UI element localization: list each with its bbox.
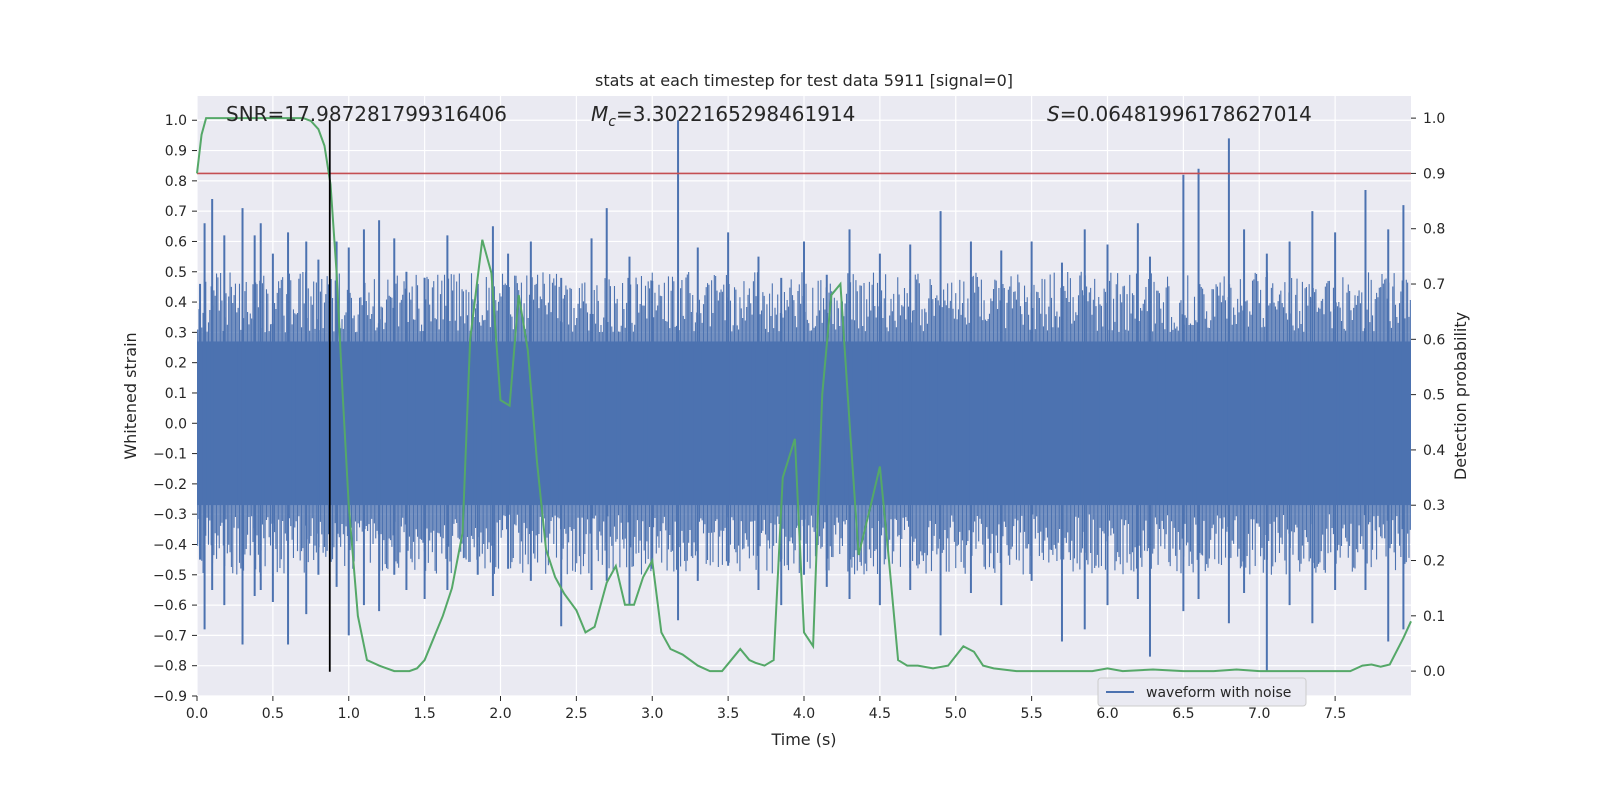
x-tick-label: 2.5 bbox=[565, 706, 587, 722]
y-tick-label: −0.1 bbox=[153, 447, 187, 463]
x-tick-label: 1.5 bbox=[413, 706, 435, 722]
chirp-mass-value: =3.3022165298461914 bbox=[616, 102, 855, 126]
s-annotation: S=0.06481996178627014 bbox=[1047, 102, 1312, 126]
y-right-tick-label: 0.7 bbox=[1423, 277, 1445, 293]
y-right-tick-label: 0.5 bbox=[1423, 388, 1445, 404]
x-tick-label: 3.5 bbox=[717, 706, 739, 722]
s-value: =0.06481996178627014 bbox=[1060, 102, 1312, 126]
y-tick-label: 0.1 bbox=[165, 386, 187, 402]
chirp-mass-subscript: c bbox=[608, 114, 616, 130]
x-axis-label: Time (s) bbox=[770, 730, 836, 749]
y-right-tick-label: 1.0 bbox=[1423, 111, 1445, 127]
y-right-tick-label: 0.0 bbox=[1423, 664, 1445, 680]
y-axis-label: Whitened strain bbox=[121, 332, 140, 459]
x-tick-label: 4.5 bbox=[869, 706, 891, 722]
y-tick-label: 0.7 bbox=[165, 204, 187, 220]
y-tick-label: 0.4 bbox=[165, 295, 187, 311]
y-tick-label: 0.0 bbox=[165, 416, 187, 432]
waveform-series bbox=[197, 120, 1411, 672]
snr-annotation: SNR=17.987281799316406 bbox=[226, 102, 507, 126]
y-tick-label: 1.0 bbox=[165, 113, 187, 129]
y-right-tick-label: 0.2 bbox=[1423, 554, 1445, 570]
y-tick-label: −0.7 bbox=[153, 628, 187, 644]
y-tick-label: 0.6 bbox=[165, 234, 187, 250]
y-tick-label: 0.2 bbox=[165, 356, 187, 372]
detection-probability-line bbox=[196, 117, 1412, 673]
y-tick-label: −0.9 bbox=[153, 689, 187, 705]
x-tick-label: 4.0 bbox=[793, 706, 815, 722]
y-tick-label: 0.3 bbox=[165, 325, 187, 341]
y-tick-label: 0.9 bbox=[165, 144, 187, 160]
y-right-tick-label: 0.9 bbox=[1423, 166, 1445, 182]
axes: 0.0 0.5 1.0 1.5 2.0 2.5 3.0 3.5 4.0 4.5 5.0 5.5 6.0 6… bbox=[153, 111, 1445, 722]
chirp-mass-annotation: Mc=3.3022165298461914 bbox=[591, 102, 855, 130]
probability-group bbox=[196, 117, 1412, 673]
x-tick-label: 7.5 bbox=[1324, 706, 1346, 722]
y-tick-label: 0.5 bbox=[165, 265, 187, 281]
x-tick-label: 1.0 bbox=[338, 706, 360, 722]
x-tick-label: 0.5 bbox=[262, 706, 284, 722]
y-tick-label: 0.8 bbox=[165, 174, 187, 190]
s-symbol: S bbox=[1047, 102, 1060, 126]
y-right-tick-label: 0.4 bbox=[1423, 443, 1445, 459]
x-tick-label: 7.0 bbox=[1248, 706, 1270, 722]
y-tick-label: −0.8 bbox=[153, 659, 187, 675]
y-tick-label: −0.3 bbox=[153, 507, 187, 523]
x-tick-label: 3.0 bbox=[641, 706, 663, 722]
x-tick-label: 5.0 bbox=[945, 706, 967, 722]
y-tick-label: −0.2 bbox=[153, 477, 187, 493]
x-tick-label: 6.0 bbox=[1096, 706, 1118, 722]
legend-box bbox=[1097, 677, 1307, 707]
chart-title: stats at each timestep for test data 591… bbox=[595, 71, 1013, 90]
y-right-tick-label: 0.8 bbox=[1423, 222, 1445, 238]
legend-label: waveform with noise bbox=[1146, 685, 1291, 701]
y-right-tick-label: 0.1 bbox=[1423, 609, 1445, 625]
x-tick-label: 6.5 bbox=[1172, 706, 1194, 722]
y-tick-label: −0.5 bbox=[153, 568, 187, 584]
legend: waveform with noise bbox=[1097, 677, 1307, 707]
y-tick-label: −0.6 bbox=[153, 598, 187, 614]
x-tick-label: 2.0 bbox=[489, 706, 511, 722]
y-right-tick-label: 0.6 bbox=[1423, 332, 1445, 348]
y-right-tick-label: 0.3 bbox=[1423, 498, 1445, 514]
chirp-mass-symbol: M bbox=[591, 102, 608, 126]
y-tick-label: −0.4 bbox=[153, 537, 187, 553]
x-tick-label: 0.0 bbox=[186, 706, 208, 722]
y-axis-right-label: Detection probability bbox=[1451, 312, 1470, 480]
x-tick-label: 5.5 bbox=[1020, 706, 1042, 722]
